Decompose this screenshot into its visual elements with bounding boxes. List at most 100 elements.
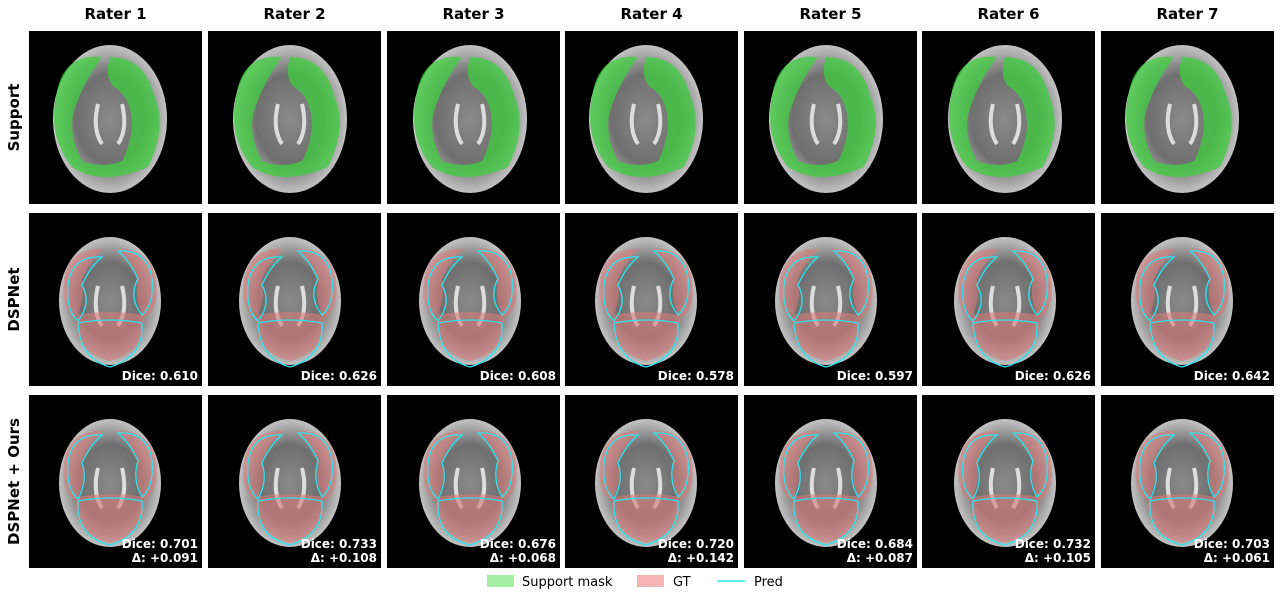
pred-contour xyxy=(427,432,513,546)
image-cell xyxy=(922,31,1095,204)
image-cell xyxy=(29,31,202,204)
gt-region xyxy=(1135,430,1229,543)
image-cell xyxy=(1101,31,1274,204)
legend-label: Support mask xyxy=(522,575,613,590)
image-cell xyxy=(565,31,738,204)
ventricles xyxy=(93,103,127,146)
ventricles xyxy=(988,103,1022,146)
dice-delta: Δ: +0.087 xyxy=(847,551,913,565)
legend: Support mask GT Pred xyxy=(487,575,783,590)
legend-label: Pred xyxy=(754,575,783,590)
dice-delta: Δ: +0.108 xyxy=(311,551,377,565)
pred-contour xyxy=(783,250,869,368)
legend-swatch xyxy=(637,575,664,587)
image-cell: Dice: 0.626 xyxy=(922,213,1095,386)
pred-contour xyxy=(247,250,333,368)
ventricles xyxy=(809,103,843,146)
support-mask xyxy=(949,56,1055,177)
support-mask xyxy=(590,56,696,177)
dice-score: Dice: 0.626 xyxy=(301,369,377,383)
ventricles xyxy=(273,103,307,146)
dice-score: Dice: 0.676 xyxy=(480,537,556,551)
pred-contour xyxy=(603,250,689,368)
dice-score: Dice: 0.720 xyxy=(658,537,734,551)
pred-contour xyxy=(67,250,153,368)
dice-delta: Δ: +0.142 xyxy=(668,551,734,565)
dice-score: Dice: 0.578 xyxy=(658,369,734,383)
gt-region xyxy=(779,430,873,543)
ventricles xyxy=(453,103,487,146)
pred-contour xyxy=(1139,250,1225,368)
row-label: DSPNet xyxy=(5,267,23,331)
gt-region xyxy=(1135,248,1229,361)
dice-score: Dice: 0.732 xyxy=(1015,537,1091,551)
column-header: Rater 1 xyxy=(84,5,146,23)
dice-delta: Δ: +0.068 xyxy=(490,551,556,565)
dice-score: Dice: 0.684 xyxy=(837,537,913,551)
image-cell: Dice: 0.578 xyxy=(565,213,738,386)
pred-contour xyxy=(1139,432,1225,546)
dice-score: Dice: 0.703 xyxy=(1194,537,1270,551)
pred-contour xyxy=(427,250,513,368)
support-mask xyxy=(1126,56,1232,177)
row-label: Support xyxy=(5,84,23,152)
gt-region xyxy=(779,248,873,361)
support-mask xyxy=(414,56,520,177)
dice-delta: Δ: +0.105 xyxy=(1025,551,1091,565)
row-label: DSPNet + Ours xyxy=(5,418,23,545)
dice-delta: Δ: +0.091 xyxy=(132,551,198,565)
pred-contour xyxy=(603,432,689,546)
dice-score: Dice: 0.626 xyxy=(1015,369,1091,383)
gt-region xyxy=(243,248,337,361)
column-header: Rater 6 xyxy=(977,5,1039,23)
dice-score: Dice: 0.701 xyxy=(122,537,198,551)
ventricles xyxy=(629,103,663,146)
column-header: Rater 5 xyxy=(799,5,861,23)
dice-score: Dice: 0.610 xyxy=(122,369,198,383)
image-cell: Dice: 0.626 xyxy=(208,213,381,386)
image-cell xyxy=(208,31,381,204)
dice-score: Dice: 0.608 xyxy=(480,369,556,383)
image-cell: Dice: 0.642 xyxy=(1101,213,1274,386)
dice-score: Dice: 0.733 xyxy=(301,537,377,551)
pred-contour xyxy=(247,432,333,546)
legend-label: GT xyxy=(673,575,691,590)
ventricles xyxy=(1165,103,1199,146)
gt-region xyxy=(958,430,1052,543)
pred-contour xyxy=(962,432,1048,546)
dice-delta: Δ: +0.061 xyxy=(1204,551,1270,565)
column-header: Rater 3 xyxy=(442,5,504,23)
column-header: Rater 2 xyxy=(263,5,325,23)
gt-region xyxy=(599,430,693,543)
image-cell xyxy=(744,31,917,204)
gt-region xyxy=(243,430,337,543)
support-mask xyxy=(770,56,876,177)
column-header: Rater 4 xyxy=(620,5,682,23)
column-header: Rater 7 xyxy=(1156,5,1218,23)
support-mask xyxy=(234,56,340,177)
dice-score: Dice: 0.597 xyxy=(837,369,913,383)
image-cell xyxy=(387,31,560,204)
gt-region xyxy=(958,248,1052,361)
image-cell: Dice: 0.597 xyxy=(744,213,917,386)
legend-swatch xyxy=(487,575,514,587)
gt-region xyxy=(423,430,517,543)
image-cell: Dice: 0.608 xyxy=(387,213,560,386)
pred-contour xyxy=(962,250,1048,368)
gt-region xyxy=(599,248,693,361)
dice-score: Dice: 0.642 xyxy=(1194,369,1270,383)
gt-region xyxy=(63,430,157,543)
image-cell: Dice: 0.610 xyxy=(29,213,202,386)
gt-region xyxy=(63,248,157,361)
support-mask xyxy=(54,56,160,177)
pred-contour xyxy=(67,432,153,546)
pred-contour xyxy=(783,432,869,546)
